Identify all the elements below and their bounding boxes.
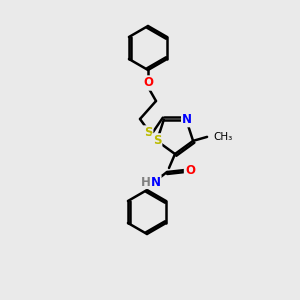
Text: O: O [185, 164, 195, 176]
Text: O: O [143, 76, 153, 89]
Text: CH₃: CH₃ [213, 132, 232, 142]
Text: N: N [182, 113, 192, 126]
Text: N: N [151, 176, 161, 188]
Text: S: S [153, 134, 161, 147]
Text: H: H [141, 176, 151, 188]
Text: S: S [144, 127, 152, 140]
